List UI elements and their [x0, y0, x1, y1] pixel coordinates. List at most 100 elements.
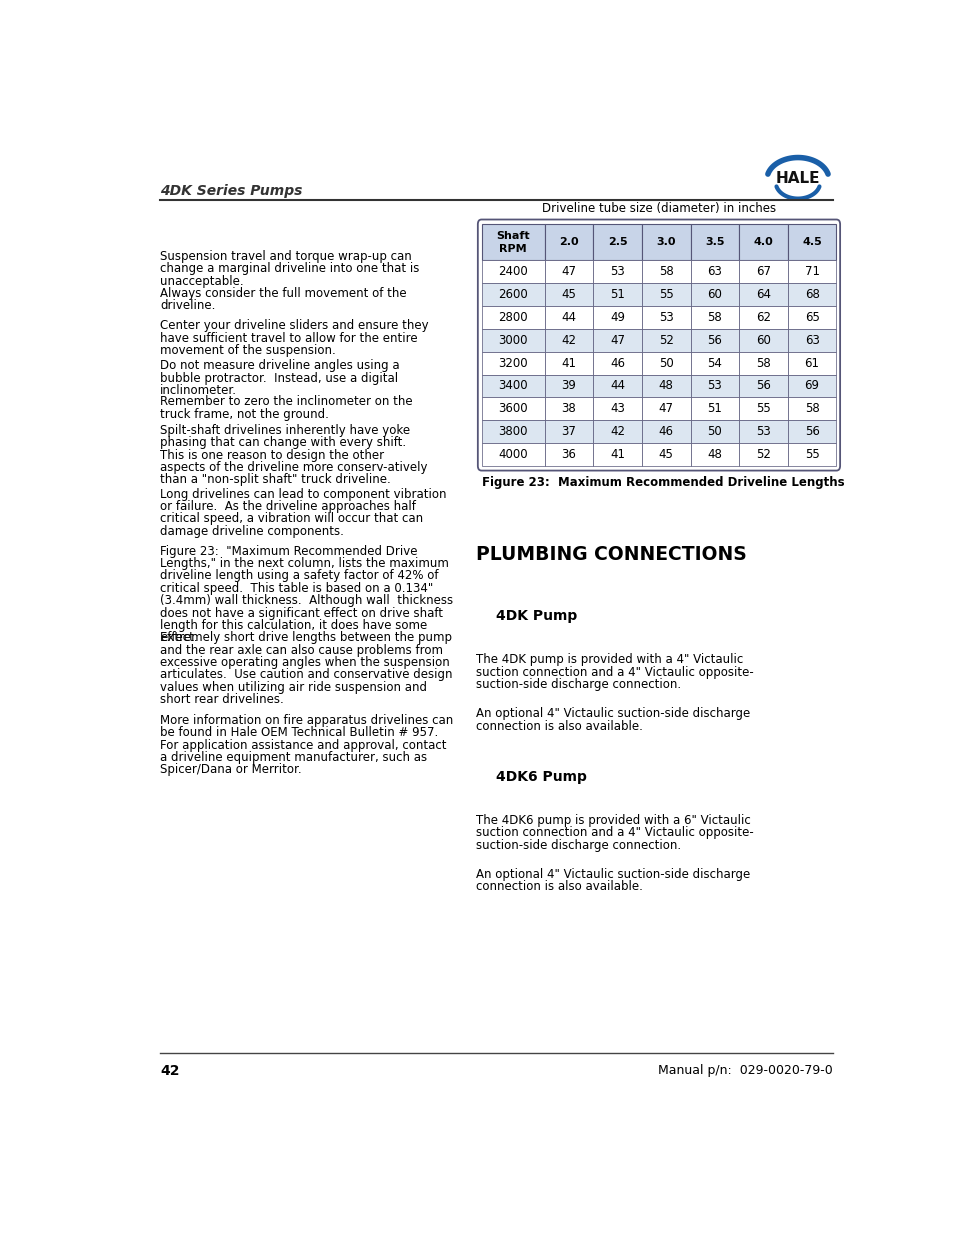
- Text: 52: 52: [756, 448, 770, 461]
- Text: length for this calculation, it does have some: length for this calculation, it does hav…: [160, 619, 427, 632]
- Bar: [641, 225, 690, 261]
- Text: be found in Hale OEM Technical Bulletin # 957.: be found in Hale OEM Technical Bulletin …: [160, 726, 437, 740]
- Text: Extremely short drive lengths between the pump: Extremely short drive lengths between th…: [160, 631, 452, 645]
- Text: have sufficient travel to allow for the entire: have sufficient travel to allow for the …: [160, 332, 417, 345]
- Text: driveline length using a safety factor of 42% of: driveline length using a safety factor o…: [160, 569, 438, 583]
- Bar: [690, 443, 739, 466]
- Bar: [787, 225, 836, 261]
- Text: (3.4mm) wall thickness.  Although wall  thickness: (3.4mm) wall thickness. Although wall th…: [160, 594, 453, 608]
- Text: 49: 49: [610, 311, 624, 324]
- Text: 53: 53: [707, 379, 721, 393]
- Bar: [690, 306, 739, 329]
- Bar: [481, 329, 544, 352]
- Text: 47: 47: [561, 266, 576, 278]
- Text: driveline.: driveline.: [160, 299, 215, 312]
- Text: 55: 55: [804, 448, 819, 461]
- Text: 3600: 3600: [497, 403, 527, 415]
- Text: Do not measure driveline angles using a: Do not measure driveline angles using a: [160, 359, 399, 372]
- Text: 47: 47: [610, 333, 624, 347]
- Text: does not have a significant effect on drive shaft: does not have a significant effect on dr…: [160, 606, 442, 620]
- Text: 4000: 4000: [497, 448, 527, 461]
- Bar: [690, 283, 739, 306]
- Text: 46: 46: [610, 357, 624, 369]
- Text: This is one reason to design the other: This is one reason to design the other: [160, 448, 384, 462]
- Text: 4.0: 4.0: [753, 237, 773, 247]
- Text: 58: 58: [756, 357, 770, 369]
- Text: 4DK Series Pumps: 4DK Series Pumps: [160, 184, 302, 199]
- Text: 2.5: 2.5: [607, 237, 627, 247]
- Bar: [739, 352, 787, 374]
- Bar: [787, 352, 836, 374]
- Text: 54: 54: [707, 357, 721, 369]
- Bar: [739, 306, 787, 329]
- Bar: [481, 443, 544, 466]
- Text: suction connection and a 4" Victaulic opposite-: suction connection and a 4" Victaulic op…: [476, 826, 753, 840]
- Bar: [787, 283, 836, 306]
- Text: 41: 41: [610, 448, 624, 461]
- Text: 39: 39: [561, 379, 576, 393]
- Text: 58: 58: [804, 403, 819, 415]
- Bar: [690, 352, 739, 374]
- Bar: [787, 420, 836, 443]
- Text: Suspension travel and torque wrap-up can: Suspension travel and torque wrap-up can: [160, 249, 412, 263]
- Text: suction-side discharge connection.: suction-side discharge connection.: [476, 839, 680, 852]
- Bar: [641, 352, 690, 374]
- Text: a driveline equipment manufacturer, such as: a driveline equipment manufacturer, such…: [160, 751, 427, 764]
- Text: 42: 42: [561, 333, 576, 347]
- Bar: [641, 261, 690, 283]
- Text: 51: 51: [610, 288, 624, 301]
- Text: 2400: 2400: [497, 266, 527, 278]
- Bar: [544, 225, 593, 261]
- Text: 41: 41: [561, 357, 576, 369]
- Bar: [641, 420, 690, 443]
- Bar: [739, 283, 787, 306]
- Text: 42: 42: [160, 1065, 179, 1078]
- Text: inclinometer.: inclinometer.: [160, 384, 236, 396]
- Text: Spilt-shaft drivelines inherently have yoke: Spilt-shaft drivelines inherently have y…: [160, 424, 410, 437]
- Text: Always consider the full movement of the: Always consider the full movement of the: [160, 287, 406, 300]
- Text: Figure 23:  Maximum Recommended Driveline Lengths: Figure 23: Maximum Recommended Driveline…: [481, 477, 843, 489]
- Text: bubble protractor.  Instead, use a digital: bubble protractor. Instead, use a digita…: [160, 372, 397, 384]
- Text: and the rear axle can also cause problems from: and the rear axle can also cause problem…: [160, 643, 442, 657]
- Bar: [544, 261, 593, 283]
- Text: phasing that can change with every shift.: phasing that can change with every shift…: [160, 436, 406, 450]
- Bar: [641, 329, 690, 352]
- Bar: [593, 443, 641, 466]
- Text: short rear drivelines.: short rear drivelines.: [160, 693, 283, 706]
- Bar: [593, 329, 641, 352]
- Bar: [544, 420, 593, 443]
- Text: 63: 63: [707, 266, 721, 278]
- Text: critical speed.  This table is based on a 0.134": critical speed. This table is based on a…: [160, 582, 433, 595]
- Bar: [739, 398, 787, 420]
- Text: 4DK Pump: 4DK Pump: [496, 609, 577, 624]
- Text: 56: 56: [756, 379, 770, 393]
- Bar: [481, 261, 544, 283]
- Text: 4DK6 Pump: 4DK6 Pump: [496, 771, 587, 784]
- Text: 2.0: 2.0: [558, 237, 578, 247]
- Text: movement of the suspension.: movement of the suspension.: [160, 345, 335, 357]
- Bar: [641, 443, 690, 466]
- Bar: [481, 420, 544, 443]
- Text: than a "non-split shaft" truck driveline.: than a "non-split shaft" truck driveline…: [160, 473, 391, 487]
- Bar: [544, 443, 593, 466]
- Text: 60: 60: [756, 333, 770, 347]
- Bar: [787, 306, 836, 329]
- Bar: [593, 352, 641, 374]
- Bar: [544, 374, 593, 398]
- Text: 45: 45: [561, 288, 576, 301]
- Bar: [641, 306, 690, 329]
- Text: 4.5: 4.5: [801, 237, 821, 247]
- Text: values when utilizing air ride suspension and: values when utilizing air ride suspensio…: [160, 680, 426, 694]
- Text: Remember to zero the inclinometer on the: Remember to zero the inclinometer on the: [160, 395, 412, 409]
- Text: 51: 51: [707, 403, 721, 415]
- Bar: [690, 420, 739, 443]
- Text: 58: 58: [659, 266, 673, 278]
- Text: More information on fire apparatus drivelines can: More information on fire apparatus drive…: [160, 714, 453, 727]
- Text: 53: 53: [756, 425, 770, 438]
- Bar: [481, 398, 544, 420]
- Text: 55: 55: [659, 288, 673, 301]
- Text: 63: 63: [803, 333, 819, 347]
- Text: 68: 68: [803, 288, 819, 301]
- Text: The 4DK pump is provided with a 4" Victaulic: The 4DK pump is provided with a 4" Victa…: [476, 653, 742, 666]
- Text: 38: 38: [561, 403, 576, 415]
